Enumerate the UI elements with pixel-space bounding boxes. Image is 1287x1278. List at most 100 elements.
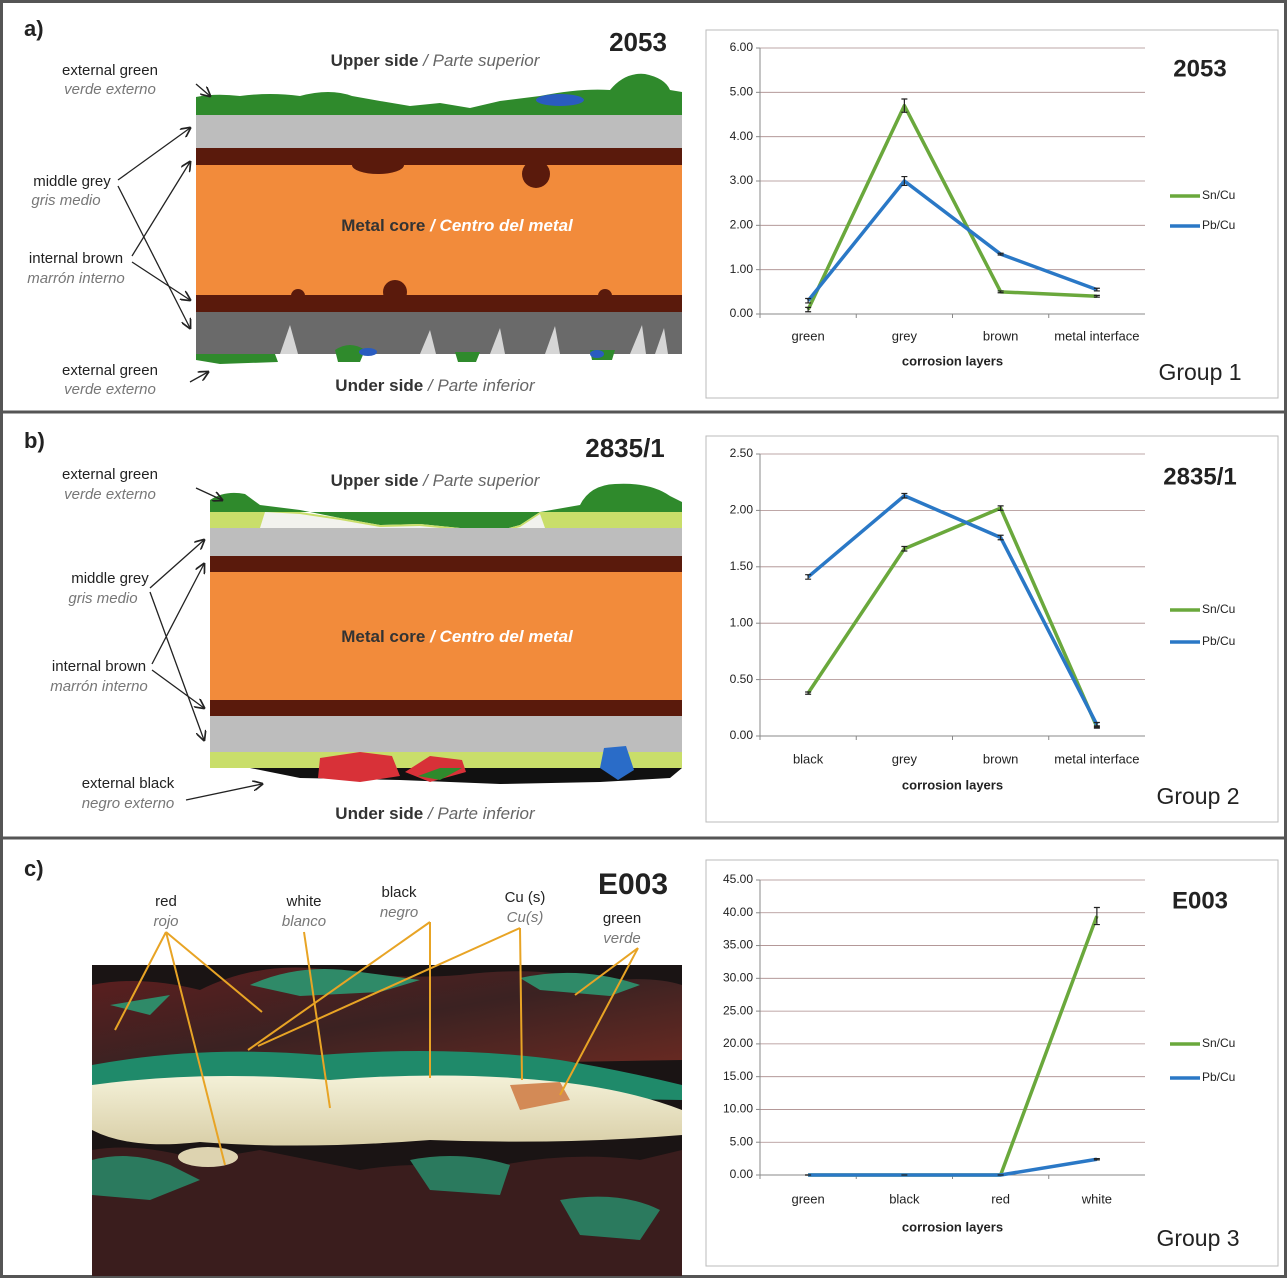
red-spot [318, 752, 400, 782]
error-bar [997, 252, 1004, 256]
legend-label: Sn/Cu [1202, 188, 1235, 202]
green-patch [92, 1156, 660, 1240]
arrow [195, 487, 222, 500]
y-tick-label: 25.00 [723, 1003, 753, 1017]
x-tick-label: black [889, 1191, 920, 1206]
chart: 0.00 1.00 2.00 3.00 4.00 5.00 6.00 green grey bro… [705, 29, 1279, 399]
error-bar [805, 691, 812, 695]
error-bar [1093, 1158, 1100, 1161]
blue-spot [536, 94, 584, 106]
error-bar [901, 492, 908, 499]
photo-c: c) E003 red rojo white blanco black negr… [24, 856, 682, 1276]
arrow [195, 83, 210, 96]
grey-layer [210, 716, 682, 752]
label-es: Centro del metal [440, 627, 574, 646]
label-en: Upper side [331, 471, 419, 490]
arrow [117, 185, 190, 328]
y-tick-label: 2.50 [730, 446, 754, 460]
arrow [131, 261, 190, 300]
layer-label-es: marrón interno [50, 678, 148, 695]
layer-label-es: verde externo [64, 486, 156, 503]
error-bar [901, 175, 908, 187]
layer-label: Cu (s) [505, 889, 546, 906]
y-tick-label: 40.00 [723, 905, 753, 919]
error-bar [1093, 287, 1100, 292]
label-en: Upper side [331, 51, 419, 70]
y-tick-label: 5.00 [730, 1134, 754, 1148]
blue-spot [600, 746, 634, 780]
legend-label: Pb/Cu [1202, 1070, 1235, 1084]
y-tick-label: 1.00 [730, 615, 754, 629]
chart-frame [705, 435, 1279, 823]
arrow [151, 669, 204, 708]
layer-label: middle grey [71, 570, 149, 587]
x-tick-label: grey [892, 751, 918, 766]
layer-label: middle grey [33, 173, 111, 190]
error-bar [805, 297, 812, 304]
group-label: Group 1 [1158, 359, 1241, 385]
sample-id: 2835/1 [585, 433, 665, 463]
y-tick-label: 0.00 [730, 728, 754, 742]
core-label: Metal core / Centro del metal [341, 216, 574, 235]
brown-layer [210, 556, 682, 572]
bump [522, 160, 550, 188]
y-tick-label: 3.00 [730, 173, 754, 187]
chart-frame [705, 859, 1279, 1267]
core-label: Metal core / Centro del metal [341, 627, 574, 646]
label-en: Metal core [341, 627, 425, 646]
under-label: Under side / Parte inferior [335, 804, 536, 823]
series-line [806, 103, 1097, 311]
x-tick-label: black [793, 751, 824, 766]
error-bar [997, 505, 1004, 511]
orange-patch [510, 1082, 570, 1110]
leader [247, 921, 431, 1078]
y-tick-label: 0.00 [730, 1167, 754, 1181]
group-label: Group 3 [1156, 1225, 1239, 1251]
chart-title: E003 [1172, 887, 1228, 914]
separator: / [427, 804, 435, 823]
error-bar [1093, 906, 1100, 926]
label-en: Under side [335, 376, 423, 395]
layer-label: external green [62, 466, 158, 483]
layer-label-es: negro [380, 904, 418, 921]
brown-layer [196, 295, 682, 312]
layer-label-es: gris medio [68, 590, 137, 607]
layer-label: internal brown [29, 250, 123, 267]
x-tick-label: green [792, 328, 825, 343]
separator: / [427, 376, 435, 395]
leader [559, 947, 639, 1096]
label-es: Parte superior [433, 471, 541, 490]
layer-label: external black [82, 775, 175, 792]
layer-label-es: blanco [282, 913, 326, 930]
layer-label-es: verde externo [64, 81, 156, 98]
x-axis-label: corrosion layers [902, 353, 1003, 368]
error-bar [997, 534, 1004, 541]
y-tick-label: 30.00 [723, 971, 753, 985]
green-layer [210, 483, 682, 533]
series-line [808, 1157, 1098, 1177]
group-label: Group 2 [1156, 783, 1239, 809]
y-tick-label: 0.50 [730, 672, 754, 686]
y-tick-label: 2.00 [730, 503, 754, 517]
layer-label: white [285, 893, 321, 910]
core [196, 165, 682, 295]
layer-label: external green [62, 362, 158, 379]
panel-label: a) [24, 16, 44, 41]
layer-label-es: marrón interno [27, 270, 125, 287]
arrow [131, 162, 190, 257]
series-line [806, 179, 1098, 302]
chart-title: 2053 [1173, 55, 1226, 82]
error-bar [805, 306, 812, 313]
legend-label: Sn/Cu [1202, 602, 1235, 616]
x-tick-label: grey [892, 328, 918, 343]
chart-frame [705, 29, 1279, 399]
green-layer [196, 73, 682, 115]
bump [352, 156, 404, 174]
diagram-b: b) 2835/1 Upper side / Parte superior Me… [24, 428, 682, 823]
green-spot [418, 768, 462, 780]
green-spot [196, 345, 615, 364]
x-tick-label: green [792, 1191, 825, 1206]
label-es: Parte inferior [437, 376, 536, 395]
dark-grey-layer [196, 312, 682, 354]
